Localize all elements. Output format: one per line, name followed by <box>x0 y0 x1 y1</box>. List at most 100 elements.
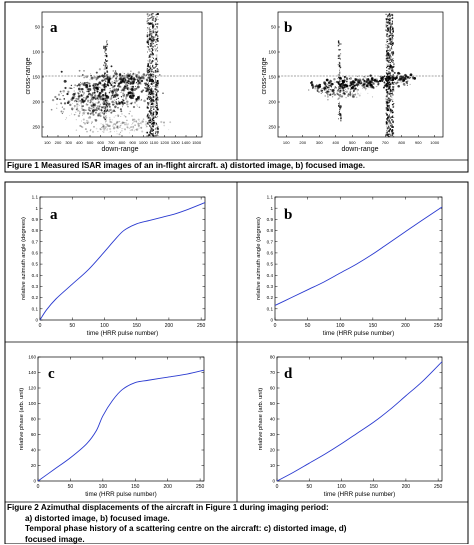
isar-scatter-point <box>344 95 345 96</box>
isar-scatter-point <box>118 87 119 88</box>
isar-stripe-point <box>388 103 389 105</box>
isar-scatter-point <box>69 100 71 102</box>
chart-ytick-label: 0 <box>272 479 275 484</box>
isar-stripe-point <box>157 60 158 61</box>
isar-scatter-point <box>86 82 87 83</box>
isar-scatter-point <box>114 117 115 118</box>
isar-scatter-point <box>97 110 99 112</box>
isar-scatter-point <box>76 129 77 130</box>
isar-stripe-point <box>155 75 156 76</box>
isar-stripe-point <box>157 50 158 51</box>
isar-scatter-point <box>361 93 362 94</box>
isar-stripe-point <box>152 76 154 78</box>
chart-axes-box <box>40 197 205 320</box>
isar-stripe-point <box>393 66 395 67</box>
isar-scatter-point <box>141 78 143 80</box>
isar-scatter-point <box>356 97 358 99</box>
isar-scatter-point <box>112 119 113 120</box>
isar-scatter-point <box>144 82 146 84</box>
isar-scatter-point <box>327 90 329 92</box>
isar-stripe-point <box>148 22 149 23</box>
isar-scatter-point <box>73 93 76 96</box>
isar-scatter-point <box>133 73 135 75</box>
isar-stripe-point <box>392 135 393 136</box>
chart-ytick-label: 0.7 <box>267 239 274 244</box>
isar-scatter-point <box>127 73 129 75</box>
isar-scatter-point <box>146 69 148 71</box>
isar-stripe-point <box>155 66 156 68</box>
isar-scatter-point <box>83 109 85 111</box>
isar-scatter-point <box>341 96 343 98</box>
isar-stripe-point <box>339 62 340 64</box>
isar-scatter-point <box>60 91 62 93</box>
isar-scatter-point <box>355 95 356 96</box>
chart-ytick-label: 20 <box>31 463 37 468</box>
figure2-caption-line: Figure 2 Azimuthal displacements of the … <box>7 503 347 514</box>
isar-scatter-point <box>102 94 105 97</box>
isar-scatter-point <box>109 88 110 89</box>
isar-scatter-point <box>81 104 82 105</box>
isar-stripe-point <box>150 71 151 72</box>
isar-scatter-point <box>410 84 411 85</box>
isar-scatter-point <box>81 88 83 90</box>
chart-ytick-label: 100 <box>28 401 36 406</box>
isar-scatter-point <box>322 88 323 89</box>
isar-stripe-point <box>391 43 392 45</box>
isar-stripe-point <box>387 105 389 107</box>
isar-stripe-point <box>107 100 108 101</box>
isar-scatter-point <box>369 83 370 84</box>
isar-scatter-point <box>85 86 88 89</box>
isar-scatter-point <box>355 79 356 80</box>
isar-scatter-point <box>104 79 106 81</box>
isar-scatter-point <box>94 119 95 120</box>
isar-scatter-point <box>113 76 115 78</box>
isar-xtick-label: 1000 <box>430 140 440 145</box>
isar-scatter-point <box>83 70 84 71</box>
isar-scatter-point <box>71 113 72 114</box>
isar-scatter-point <box>133 95 134 96</box>
isar-stripe-point <box>157 80 159 82</box>
isar-scatter-point <box>129 89 130 90</box>
isar-scatter-point <box>163 122 165 124</box>
isar-stripe-point <box>155 78 156 79</box>
isar-scatter-point <box>114 99 116 101</box>
isar-stripe-point <box>387 19 388 20</box>
isar-scatter-point <box>103 100 104 101</box>
isar-stripe-point <box>157 82 158 83</box>
isar-scatter-point <box>339 92 340 93</box>
isar-scatter-point <box>109 78 111 80</box>
isar-stripe-point <box>147 46 148 47</box>
isar-stripe-point <box>386 67 387 68</box>
isar-ylabel-a: cross-range <box>25 57 32 94</box>
isar-scatter-point <box>145 85 146 86</box>
isar-stripe-point <box>105 59 106 61</box>
isar-stripe-point <box>149 59 151 61</box>
panel-letter-a-isar: a <box>50 20 58 36</box>
isar-scatter-point <box>327 83 329 85</box>
isar-scatter-point <box>79 113 80 114</box>
isar-scatter-point <box>322 92 323 93</box>
isar-stripe-point <box>150 117 151 119</box>
isar-scatter-point <box>82 112 85 115</box>
isar-scatter-point <box>345 84 347 86</box>
chart-xtick-label: 100 <box>100 323 109 329</box>
isar-stripe-point <box>392 61 393 63</box>
isar-stripe-point <box>393 103 394 104</box>
isar-scatter-point <box>342 84 345 87</box>
isar-scatter-point <box>123 128 124 129</box>
isar-stripe-point <box>339 102 340 103</box>
isar-stripe-point <box>155 86 157 88</box>
chart-xtick-label: 200 <box>164 484 173 490</box>
isar-scatter-point <box>120 110 122 112</box>
isar-scatter-point <box>359 94 361 96</box>
isar-stripe-point <box>148 88 150 90</box>
isar-scatter-point <box>79 105 80 106</box>
isar-stripe-point <box>388 107 389 108</box>
isar-scatter-point <box>88 121 90 123</box>
isar-scatter-point <box>133 106 135 108</box>
isar-scatter-point <box>86 104 88 106</box>
isar-stripe-point <box>155 41 156 42</box>
isar-scatter-point <box>95 112 97 114</box>
isar-stripe-point <box>392 130 393 131</box>
